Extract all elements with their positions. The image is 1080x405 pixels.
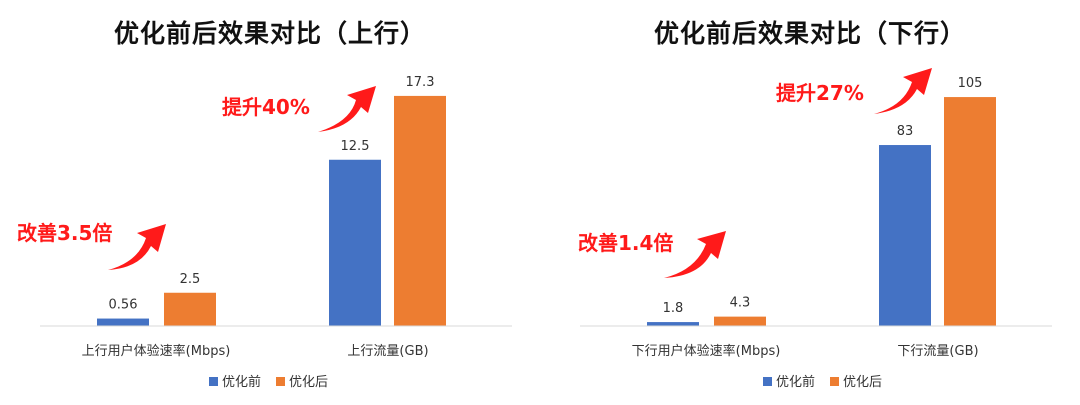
bar-value-label: 4.3	[730, 296, 751, 311]
annotation-increase: 提升40%	[222, 95, 310, 119]
legend-label-before: 优化前	[776, 374, 815, 390]
arrow-body	[108, 224, 166, 270]
bar-value-label: 105	[958, 76, 983, 91]
legend-label-before: 优化前	[222, 374, 261, 390]
annotation-improve: 改善1.4倍	[578, 231, 673, 255]
arrow-body	[874, 68, 932, 114]
bar-after	[164, 292, 216, 326]
bar-value-label: 17.3	[406, 75, 435, 90]
legend-swatch-after	[276, 377, 285, 386]
arrow-increase-icon	[318, 86, 376, 132]
legend: 优化前 优化后	[763, 374, 882, 390]
legend-label-after: 优化后	[289, 375, 328, 390]
bars-group	[97, 95, 446, 326]
legend-swatch-before	[763, 377, 772, 386]
chart-panel-downlink: 优化前后效果对比（下行） 1.8 83 4.3 105 下行用户体验速率(Mbps) …	[540, 0, 1080, 405]
annotation-increase: 提升27%	[776, 81, 864, 105]
legend: 优化前 优化后	[209, 374, 328, 390]
bar-value-label: 1.8	[663, 301, 684, 316]
arrow-improve-icon	[664, 231, 726, 278]
bar-value-label: 2.5	[180, 272, 201, 287]
bar-value-label: 12.5	[341, 139, 370, 154]
bar-before	[879, 145, 931, 326]
category-label: 上行用户体验速率(Mbps)	[82, 343, 231, 359]
category-label: 下行用户体验速率(Mbps)	[632, 343, 781, 359]
value-labels-group: 0.56 12.5 2.5 17.3	[109, 75, 435, 313]
arrow-improve-icon	[108, 224, 166, 270]
category-label: 下行流量(GB)	[897, 344, 978, 359]
category-labels: 上行用户体验速率(Mbps) 上行流量(GB)	[82, 343, 429, 359]
chart-title-downlink: 优化前后效果对比（下行）	[653, 19, 966, 48]
bar-after	[714, 316, 766, 326]
bars-group	[647, 97, 996, 326]
bar-after	[944, 97, 996, 326]
arrow-body	[318, 86, 376, 132]
annotation-improve: 改善3.5倍	[17, 221, 112, 245]
bar-value-label: 0.56	[109, 298, 138, 313]
chart-panel-uplink: 优化前后效果对比（上行） 0.56 12.5 2.5 17.3 上行用户体验速率(Mb…	[17, 19, 512, 390]
bar-value-label: 83	[897, 124, 914, 139]
legend-swatch-after	[830, 377, 839, 386]
bar-before	[97, 318, 149, 326]
bar-after	[394, 95, 446, 326]
chart-title-uplink: 优化前后效果对比（上行）	[113, 19, 426, 48]
bar-before	[329, 159, 381, 326]
category-label: 上行流量(GB)	[347, 344, 428, 359]
legend-label-after: 优化后	[843, 375, 882, 390]
chart-svg-downlink: 1.8 83 4.3 105 下行用户体验速率(Mbps) 下行流量(GB) 改善1.…	[578, 68, 1052, 390]
value-labels-group: 1.8 83 4.3 105	[663, 76, 983, 316]
legend-swatch-before	[209, 377, 218, 386]
category-labels: 下行用户体验速率(Mbps) 下行流量(GB)	[632, 343, 979, 359]
arrow-increase-icon	[874, 68, 932, 114]
arrow-body	[664, 231, 726, 278]
bar-before	[647, 322, 699, 326]
